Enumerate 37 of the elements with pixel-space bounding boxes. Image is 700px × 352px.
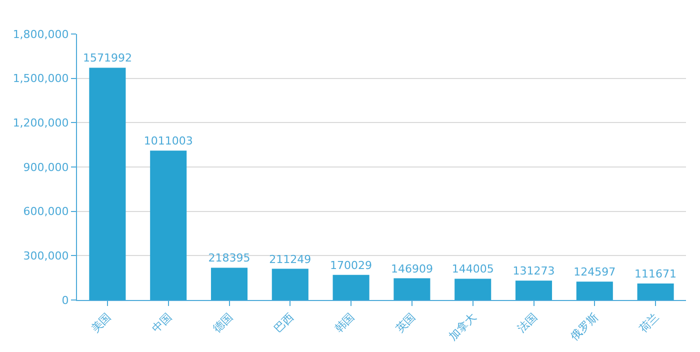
bar xyxy=(515,280,552,300)
bar xyxy=(89,68,126,300)
y-tick-label: 1,800,000 xyxy=(12,28,69,41)
data-label: 218395 xyxy=(208,252,250,265)
x-tick-label: 巴西 xyxy=(271,310,296,336)
y-tick-label: 0 xyxy=(62,294,69,307)
bar xyxy=(576,282,613,300)
y-tick-label: 1,500,000 xyxy=(12,72,69,86)
bar xyxy=(637,284,674,300)
y-tick-label: 300,000 xyxy=(23,250,69,263)
x-tick-label: 法国 xyxy=(515,310,540,336)
x-tick-label: 英国 xyxy=(393,310,418,336)
data-label: 170029 xyxy=(330,258,372,272)
bar xyxy=(150,150,187,300)
data-label: 144005 xyxy=(452,262,494,276)
bar xyxy=(394,278,430,300)
x-tick-label: 中国 xyxy=(150,310,174,336)
bar xyxy=(210,268,248,300)
y-tick-label: 1,200,000 xyxy=(12,116,69,130)
data-label: 211249 xyxy=(269,252,312,266)
x-tick-label: 德国 xyxy=(210,310,236,336)
y-tick-label: 600,000 xyxy=(23,205,69,218)
data-label: 146909 xyxy=(390,262,433,276)
x-tick-label: 美国 xyxy=(88,310,114,336)
x-tick-label: 韩国 xyxy=(332,310,358,336)
y-tick-label: 900,000 xyxy=(23,160,69,174)
data-label: 124597 xyxy=(574,266,616,279)
bar xyxy=(454,278,492,300)
data-label: 111671 xyxy=(634,268,677,280)
x-tick-label: 荷兰 xyxy=(636,310,662,336)
x-tick-label: 俄罗斯 xyxy=(568,310,601,344)
bar xyxy=(332,274,370,300)
data-label: 131273 xyxy=(512,264,555,278)
data-label: 1011003 xyxy=(144,134,193,148)
data-label: 1571992 xyxy=(82,52,132,65)
x-tick-label: 加拿大 xyxy=(446,310,479,344)
bar xyxy=(272,268,308,300)
